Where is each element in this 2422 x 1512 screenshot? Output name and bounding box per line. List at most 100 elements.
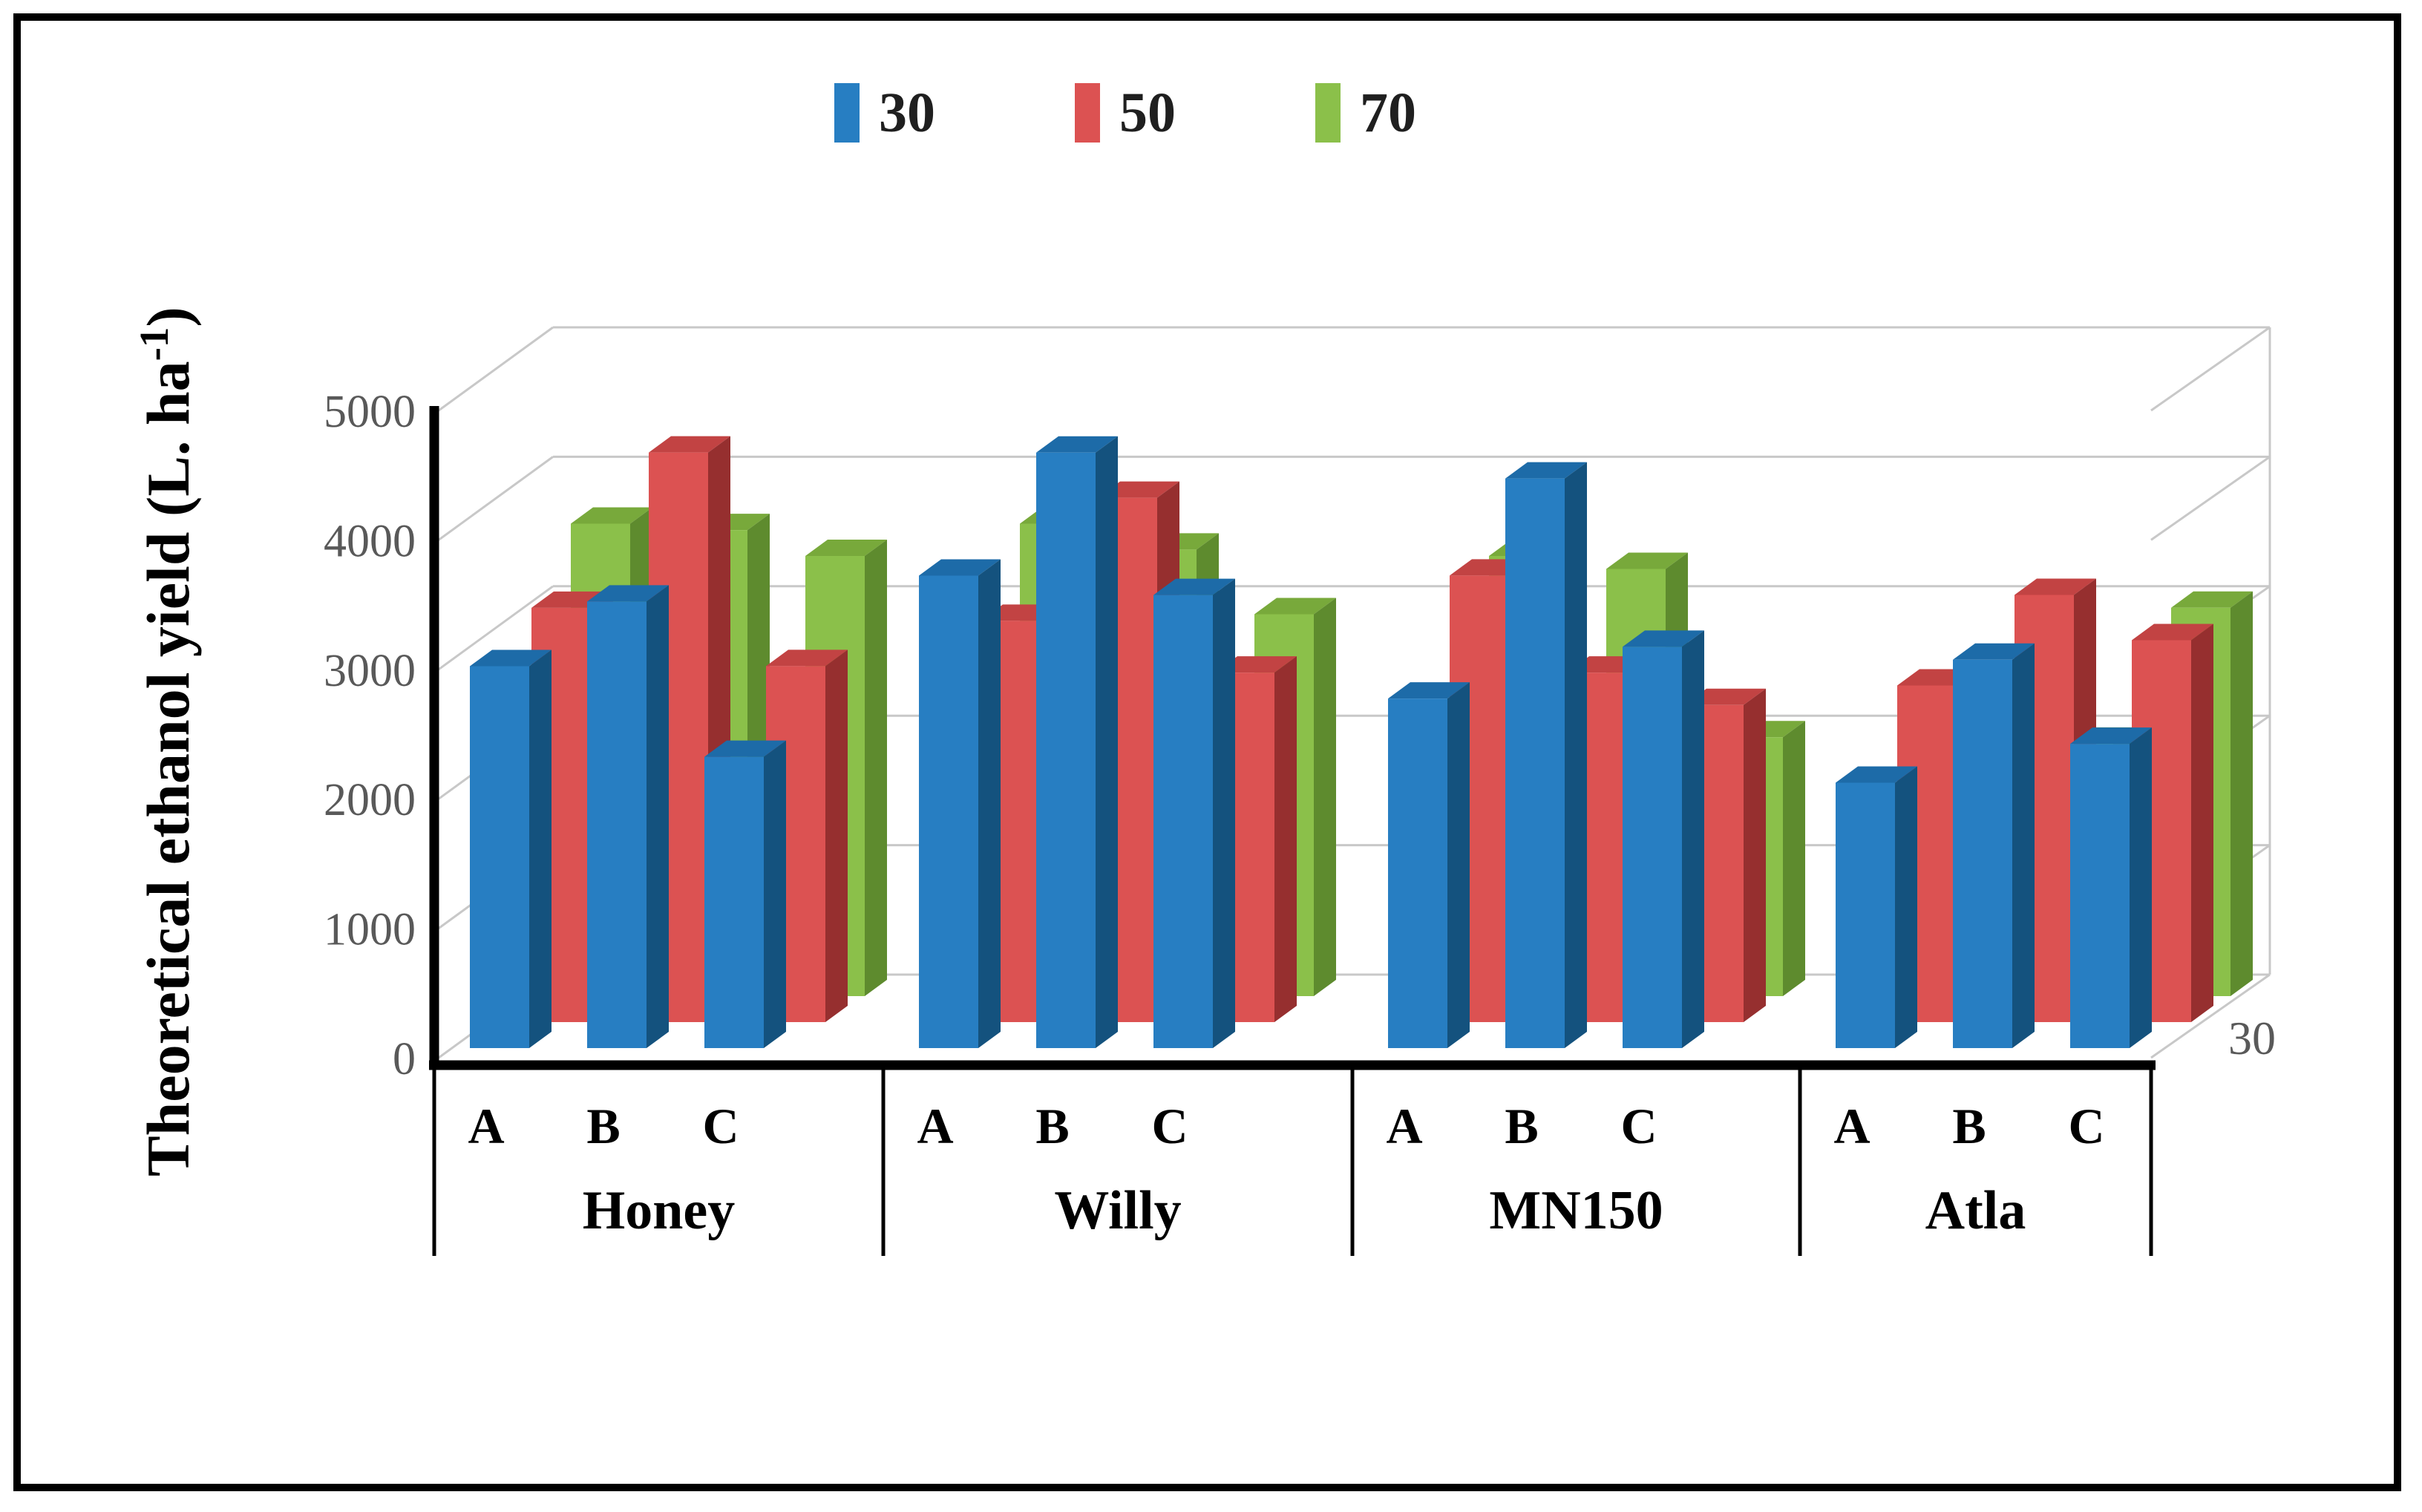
- y-tick-label-4000: 4000: [324, 516, 416, 566]
- bar-Atla-B-30-side: [2012, 643, 2035, 1048]
- bar-MN150-C-30-side: [1682, 630, 1704, 1048]
- bar-MN150-A-30: [1388, 698, 1447, 1048]
- bar-MN150-C-30: [1623, 647, 1682, 1048]
- legend-item-50: 50: [1075, 83, 1176, 143]
- legend-label: 70: [1360, 82, 1416, 144]
- bar-MN150-C-50-side: [1744, 688, 1766, 1022]
- bar-Honey-A-30: [470, 666, 529, 1048]
- bar-Atla-B-50-top: [2014, 578, 2096, 595]
- category-label-MN150-B: B: [1505, 1098, 1538, 1154]
- bar-MN150-B-30-top: [1505, 462, 1587, 479]
- bar-Atla-C-30-side: [2130, 727, 2152, 1048]
- y-axis-title-superscript: -1: [131, 327, 177, 361]
- bar-Atla-A-30-side: [1895, 766, 1917, 1048]
- category-label-Honey-A: A: [468, 1098, 504, 1154]
- bar-Willy-B-30: [1036, 452, 1096, 1048]
- bar-Willy-C-50-top: [1215, 656, 1297, 673]
- bar-Willy-B-50-top: [1098, 481, 1179, 498]
- bar-Honey-C-30-top: [704, 740, 786, 757]
- bar-MN150-A-30-top: [1388, 682, 1470, 699]
- category-label-Atla-B: B: [1952, 1098, 1986, 1154]
- bar-Honey-A-70-top: [571, 507, 652, 524]
- bar-Honey-C-30: [704, 756, 764, 1048]
- group-label-Honey: Honey: [583, 1180, 736, 1241]
- bar-MN150-A-30-side: [1447, 682, 1470, 1048]
- category-label-Atla-A: A: [1833, 1098, 1870, 1154]
- bar-MN150-C-50-top: [1684, 688, 1766, 705]
- gridline-right-slant: [2150, 326, 2271, 412]
- y-axis-title: Theoretical ethanol yield (L. ha-1): [131, 259, 203, 1224]
- gridline-right-slant: [2150, 973, 2271, 1059]
- bar-Atla-C-50-side: [2191, 624, 2213, 1022]
- bar-Willy-C-30-side: [1213, 578, 1235, 1048]
- bar-Atla-C-70-side: [2230, 591, 2253, 996]
- bar-MN150-C-70-side: [1783, 721, 1805, 996]
- category-label-Willy-A: A: [917, 1098, 953, 1154]
- y-tick-label-2000: 2000: [324, 775, 416, 825]
- bar-MN150-B-30: [1505, 478, 1565, 1048]
- bar-Willy-A-30: [919, 575, 978, 1048]
- bar-Atla-C-30: [2070, 744, 2130, 1048]
- bar-Willy-A-30-side: [978, 559, 1001, 1048]
- bar-Honey-C-50-side: [825, 649, 848, 1022]
- legend-label: 30: [879, 82, 935, 144]
- y-tick-label-0: 0: [393, 1034, 416, 1084]
- bar-Willy-C-50-side: [1274, 656, 1297, 1022]
- group-label-Atla: Atla: [1925, 1180, 2026, 1241]
- legend: 30 50 70: [834, 83, 1556, 143]
- bar-Willy-C-30: [1153, 595, 1213, 1048]
- bar-Atla-C-70-top: [2171, 591, 2253, 608]
- y-tick-label-1000: 1000: [324, 905, 416, 955]
- category-label-MN150-A: A: [1386, 1098, 1422, 1154]
- bar-Atla-B-30-top: [1953, 643, 2035, 660]
- legend-swatch-icon: [834, 83, 860, 143]
- bar-Honey-B-30-top: [587, 585, 669, 602]
- bar-Honey-A-30-top: [470, 649, 552, 667]
- bar-Willy-C-70-top: [1254, 598, 1336, 615]
- bar-Atla-A-30: [1836, 782, 1895, 1048]
- bar-Honey-B-50-top: [649, 436, 730, 453]
- legend-swatch-icon: [1075, 83, 1100, 143]
- bar-Honey-C-50-top: [766, 649, 848, 667]
- category-label-Willy-C: C: [1151, 1098, 1188, 1154]
- bar-Willy-A-30-top: [919, 559, 1001, 576]
- legend-swatch-icon: [1315, 83, 1341, 143]
- bar-Honey-C-30-side: [764, 740, 786, 1048]
- bar-MN150-B-30-side: [1565, 462, 1587, 1048]
- gridline-left-slant: [438, 585, 554, 671]
- group-label-Willy: Willy: [1054, 1180, 1181, 1241]
- bar-Honey-C-70-side: [865, 540, 887, 996]
- bar-Willy-B-30-top: [1036, 436, 1118, 453]
- bar-Willy-B-30-side: [1096, 436, 1118, 1048]
- group-label-MN150: MN150: [1489, 1180, 1663, 1241]
- bar-Honey-C-70-top: [805, 540, 887, 557]
- legend-item-30: 30: [834, 83, 935, 143]
- y-axis-title-text: Theoretical ethanol yield (L. ha: [134, 361, 203, 1177]
- category-label-MN150-C: C: [1620, 1098, 1657, 1154]
- bar-Honey-A-30-side: [529, 649, 552, 1048]
- y-axis-title-close: ): [134, 307, 203, 327]
- bar-Willy-C-70-side: [1314, 598, 1336, 996]
- depth-axis-label: 30: [2228, 1012, 2276, 1064]
- y-tick-label-5000: 5000: [324, 387, 416, 437]
- bar-Willy-C-30-top: [1153, 578, 1235, 595]
- category-label-Honey-C: C: [702, 1098, 739, 1154]
- category-label-Willy-B: B: [1035, 1098, 1069, 1154]
- gridline-right-slant: [2150, 456, 2271, 541]
- bar-Honey-B-30: [587, 601, 647, 1048]
- bar-MN150-B-70-top: [1606, 552, 1688, 569]
- legend-label: 50: [1119, 82, 1176, 144]
- y-tick-label-3000: 3000: [324, 646, 416, 696]
- bar-Atla-B-30: [1953, 659, 2012, 1048]
- bar-Atla-A-30-top: [1836, 766, 1917, 783]
- bar-MN150-C-30-top: [1623, 630, 1704, 647]
- category-label-Atla-C: C: [2068, 1098, 2104, 1154]
- bar-Honey-B-30-side: [647, 585, 669, 1048]
- bar-Atla-C-50-top: [2132, 624, 2213, 641]
- bar-Atla-C-30-top: [2070, 727, 2152, 744]
- gridline-left-slant: [438, 456, 554, 541]
- legend-item-70: 70: [1315, 83, 1416, 143]
- category-label-Honey-B: B: [586, 1098, 620, 1154]
- gridline-left-slant: [438, 326, 554, 412]
